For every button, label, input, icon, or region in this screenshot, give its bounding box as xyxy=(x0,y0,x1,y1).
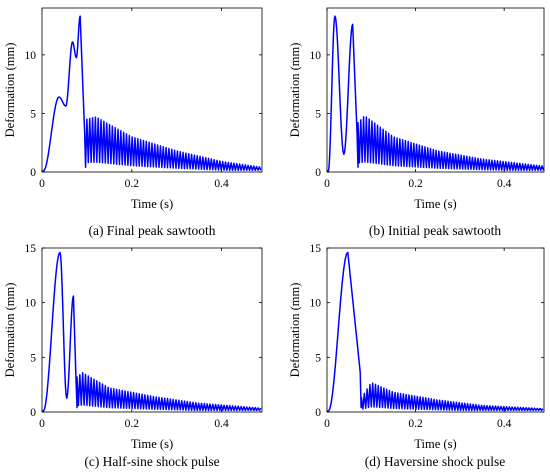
panel-b-axes-frame xyxy=(326,7,545,173)
panel-a-ytick-label: 10 xyxy=(25,50,37,62)
panel-c-xtick-label: 0 xyxy=(39,418,45,430)
panel-d-ytick-label: 0 xyxy=(315,407,321,419)
panel-d-ylabel: Deformation (mm) xyxy=(288,283,302,378)
panel-c-xlabel: Time (s) xyxy=(131,437,173,451)
panel-a-series-line xyxy=(42,15,262,172)
panel-d-ytick-label: 5 xyxy=(315,352,321,364)
panel-d-chart: 0 0.2 0.4 0 5 10 15 Time (s) Deformation (mm) (d)… xyxy=(288,243,545,469)
panel-a-chart: 0 0.2 0.4 0 5 10 Time (s) Deformation (mm) (a) F… xyxy=(3,7,263,238)
panel-c-axes-frame xyxy=(41,247,263,413)
panel-b-xlabel: Time (s) xyxy=(414,197,456,211)
panel-c-chart: 0 0.2 0.4 0 5 10 15 Time (s) Deformation (mm) (c)… xyxy=(3,243,263,469)
panel-c-xtick-label: 0.4 xyxy=(214,418,229,430)
panel-d-axes-frame xyxy=(326,247,545,413)
panel-a-ytick-label: 0 xyxy=(30,167,36,179)
panel-d-xtick-label: 0.2 xyxy=(408,418,423,430)
panel-b-ytick-label: 5 xyxy=(315,108,321,120)
panel-c-series-line xyxy=(42,251,262,412)
panel-b-caption: (b) Initial peak sawtooth xyxy=(369,223,502,238)
panel-b-chart: 0 0.2 0.4 0 5 10 Time (s) Deformation (mm) (b) I… xyxy=(288,7,545,238)
panel-b-xtick-label: 0 xyxy=(324,178,330,190)
panel-c-ytick-label: 10 xyxy=(25,298,37,310)
panel-a-caption: (a) Final peak sawtooth xyxy=(88,223,215,238)
panel-c-ytick-label: 0 xyxy=(30,407,36,419)
panel-c-ytick-label: 5 xyxy=(30,352,36,364)
panel-d-xlabel: Time (s) xyxy=(414,437,456,451)
panel-b-ytick-label: 10 xyxy=(310,50,322,62)
panel-a-xlabel: Time (s) xyxy=(131,197,173,211)
panel-b-series-line xyxy=(327,15,544,172)
panel-a-xtick-label: 0.2 xyxy=(125,178,140,190)
panel-c-ytick-label: 15 xyxy=(25,243,37,255)
panel-d-ytick-label: 15 xyxy=(310,243,322,255)
panel-a-xtick-label: 0.4 xyxy=(214,178,229,190)
panel-d-xtick-label: 0.4 xyxy=(497,418,512,430)
panel-d-ytick-label: 10 xyxy=(310,298,322,310)
panel-a-ytick-label: 5 xyxy=(30,108,36,120)
panel-c-ylabel: Deformation (mm) xyxy=(3,283,17,378)
panel-a-ylabel: Deformation (mm) xyxy=(3,43,17,138)
panel-d-caption: (d) Haversine shock pulse xyxy=(365,454,506,469)
panel-d-xtick-label: 0 xyxy=(324,418,330,430)
panel-c-xtick-label: 0.2 xyxy=(125,418,140,430)
panel-a-axes-frame xyxy=(41,7,263,173)
panel-d-series-line xyxy=(327,251,544,412)
panel-a-xtick-label: 0 xyxy=(39,178,45,190)
panel-b-ytick-label: 0 xyxy=(315,167,321,179)
panel-b-xtick-label: 0.4 xyxy=(497,178,512,190)
panel-c-caption: (c) Half-sine shock pulse xyxy=(84,454,219,469)
panel-b-ylabel: Deformation (mm) xyxy=(288,43,302,138)
panel-b-xtick-label: 0.2 xyxy=(408,178,423,190)
